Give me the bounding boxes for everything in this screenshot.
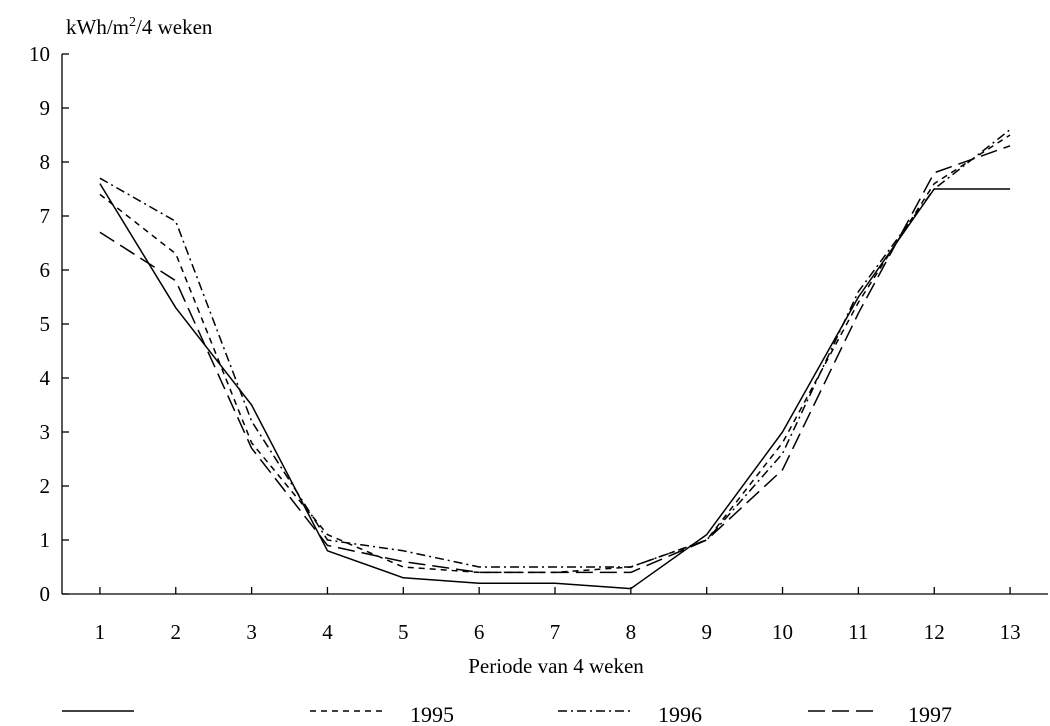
legend-label: 1996 [658,702,702,726]
x-axis-title: Periode van 4 weken [468,654,644,678]
axes [61,54,1048,595]
y-axis-title: kWh/m2/4 weken [66,15,213,39]
y-tick-label: 2 [40,474,51,498]
x-tick-label: 2 [171,620,182,644]
y-tick-label: 9 [40,96,51,120]
y-axis-ticks: 0 1 2 3 4 5 6 7 8 9 10 [29,42,69,606]
series-line-1996 [99,129,1011,568]
x-axis-ticks: 1 2 3 4 5 6 7 8 9 10 11 12 13 [95,587,1021,644]
series-lines [99,129,1011,590]
x-tick-label: 1 [95,620,106,644]
x-tick-label: 9 [701,620,712,644]
x-tick-label: 4 [322,620,333,644]
y-tick-label: 3 [40,420,51,444]
legend: 1995 1996 1997 [62,702,952,726]
y-tick-label: 5 [40,312,51,336]
series-line-series-1 [99,183,1011,590]
series-line-1997 [99,145,1011,574]
y-tick-label: 7 [40,204,51,228]
legend-label: 1995 [410,702,454,726]
y-tick-label: 0 [40,582,51,606]
x-tick-label: 3 [246,620,257,644]
x-tick-label: 7 [550,620,561,644]
x-tick-label: 11 [848,620,868,644]
series-line-1995 [99,134,1011,574]
y-tick-label: 6 [40,258,51,282]
x-tick-label: 12 [924,620,945,644]
y-tick-label: 4 [40,366,51,390]
x-tick-label: 10 [772,620,793,644]
x-tick-label: 5 [398,620,409,644]
legend-label: 1997 [908,702,952,726]
x-tick-label: 13 [1000,620,1021,644]
y-tick-label: 10 [29,42,50,66]
x-tick-label: 8 [626,620,637,644]
x-tick-label: 6 [474,620,485,644]
y-tick-label: 8 [40,150,51,174]
y-tick-label: 1 [40,528,51,552]
